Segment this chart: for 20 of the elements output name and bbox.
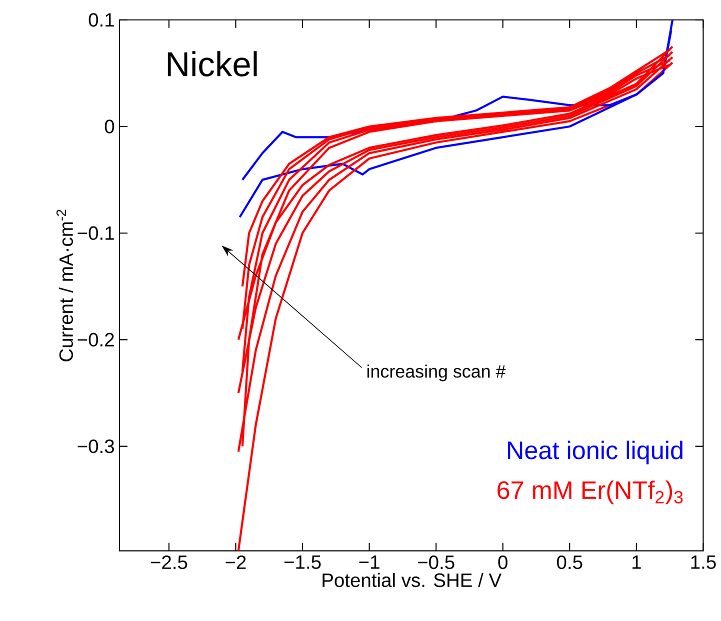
x-tick-label: −2 — [226, 556, 246, 570]
x-tick-label: −0.5 — [418, 556, 454, 570]
x-tick-label: −2.5 — [150, 556, 188, 570]
y-tick-label: 0 — [104, 120, 114, 134]
x-tick-label: 0.5 — [557, 556, 582, 570]
text: Neat ionic liquid — [508, 440, 682, 464]
x-tick-label: 0 — [498, 556, 508, 570]
annotation: Nickel — [168, 51, 257, 77]
y-axis-title: Current / mA·cm$^{-2}$ — [56, 210, 74, 362]
x-tick-label: −1.5 — [284, 556, 321, 570]
x-tick-label: 1.5 — [691, 556, 716, 570]
y-tick-label: 0.1 — [88, 13, 114, 27]
text: 67 mM Er(NTf$_{2}$)$_{3}$ — [498, 480, 683, 504]
y-tick-label: −0.2 — [78, 333, 114, 347]
x-axis-title: Potential vs. SHE / V — [322, 573, 502, 588]
x-tick-label: −1 — [359, 556, 380, 569]
y-tick-label: −0.1 — [78, 226, 114, 240]
x-tick-label: 1 — [632, 556, 641, 569]
annotation: increasing scan # — [367, 364, 506, 382]
y-tick-label: −0.3 — [78, 440, 114, 454]
